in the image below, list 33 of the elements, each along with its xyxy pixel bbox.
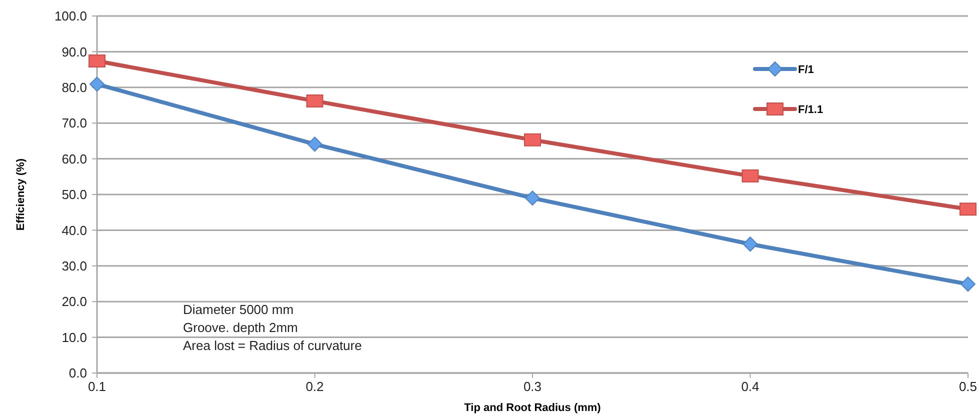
- x-tick-label: 0.2: [306, 379, 324, 394]
- point: [742, 236, 758, 252]
- point: [524, 133, 541, 146]
- y-tick-label: 0.0: [68, 366, 87, 381]
- y-tick-label: 90.0: [62, 44, 87, 60]
- point: [960, 276, 976, 292]
- y-tick-label: 100.0: [54, 8, 87, 24]
- x-tick-label: 0.3: [523, 379, 542, 394]
- y-tick-label: 30.0: [62, 258, 87, 274]
- point: [742, 169, 759, 182]
- annotation: Groove. depth 2mm: [183, 320, 298, 335]
- y-tick-label: 40.0: [62, 222, 87, 238]
- y-tick-label: 10.0: [62, 330, 87, 345]
- legend-label: F/1: [798, 64, 814, 76]
- y-tick-label: 50.0: [62, 187, 87, 202]
- x-tick-label: 0.4: [741, 379, 760, 394]
- point: [307, 136, 322, 152]
- x-axis-title: Tip and Root Radius (mm): [464, 402, 602, 414]
- annotation: Area lost = Radius of curvature: [183, 338, 362, 353]
- point: [960, 202, 976, 216]
- y-tick-label: 70.0: [62, 116, 87, 131]
- point: [90, 76, 104, 92]
- y-tick-label: 80.0: [62, 80, 87, 95]
- annotation: Diameter 5000 mm: [183, 302, 294, 317]
- legend-label: F/1.1: [798, 104, 824, 116]
- y-axis-title: Efficiency (%): [15, 158, 27, 231]
- x-tick-label: 0.1: [88, 379, 106, 394]
- point: [525, 190, 540, 206]
- point: [306, 94, 324, 108]
- x-tick-label: 0.5: [958, 379, 978, 394]
- y-tick-label: 60.0: [62, 151, 87, 166]
- y-tick-label: 20.0: [62, 294, 87, 310]
- point: [88, 54, 106, 68]
